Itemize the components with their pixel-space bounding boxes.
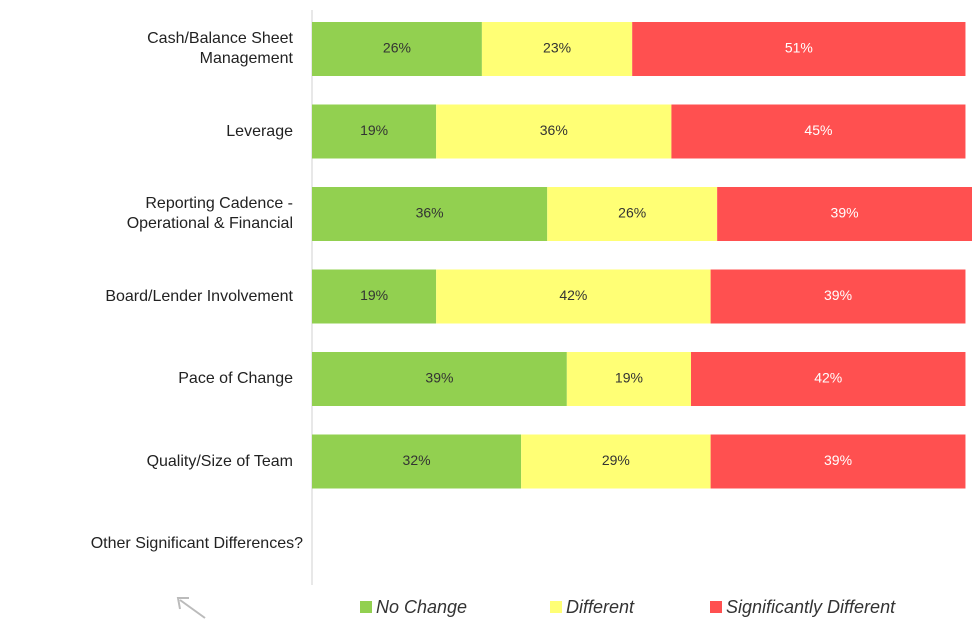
- data-label: 19%: [615, 370, 643, 386]
- data-label: 19%: [360, 287, 388, 303]
- bar-segment: [710, 269, 966, 324]
- bar-segment: [671, 104, 966, 159]
- bar-segment: [312, 352, 567, 406]
- data-label: 39%: [831, 205, 859, 221]
- bar-segment: [710, 434, 966, 489]
- bar-segment: [312, 104, 437, 159]
- bar-segment: [312, 269, 437, 324]
- bar-segment: [436, 269, 711, 324]
- data-label: 19%: [360, 122, 388, 138]
- bar-segment: [521, 434, 711, 489]
- category-label: Board/Lender Involvement: [105, 287, 293, 305]
- category-label: Reporting Cadence - Operational & Financ…: [126, 195, 293, 232]
- legend-label: Significantly Different: [726, 597, 896, 617]
- data-label: 51%: [785, 40, 813, 56]
- bar-segment: [547, 187, 718, 241]
- bar-segment: [312, 22, 482, 76]
- data-label: 39%: [824, 452, 852, 468]
- bar-segment: [717, 187, 972, 241]
- data-label: 26%: [618, 205, 646, 221]
- category-label: Quality/Size of Team: [146, 452, 293, 470]
- legend-swatch: [550, 601, 562, 613]
- data-label: 23%: [543, 40, 571, 56]
- bar-segment: [566, 352, 692, 406]
- bar-segment: [632, 22, 966, 76]
- data-label: 42%: [814, 370, 842, 386]
- bar-segment: [481, 22, 633, 76]
- data-label: 29%: [602, 452, 630, 468]
- data-label: 36%: [416, 205, 444, 221]
- data-label: 42%: [559, 287, 587, 303]
- legend-swatch: [360, 601, 372, 613]
- legend-label: Different: [566, 597, 635, 617]
- bar-segment: [436, 104, 672, 159]
- data-label: 26%: [383, 40, 411, 56]
- legend-label: No Change: [376, 597, 467, 617]
- arrow-icon: [176, 597, 206, 619]
- category-label: Leverage: [226, 122, 293, 140]
- bar-segment: [312, 187, 548, 241]
- data-label: 45%: [804, 122, 832, 138]
- bar-segment: [312, 434, 522, 489]
- data-label: 32%: [403, 452, 431, 468]
- category-label: Pace of Change: [178, 370, 293, 387]
- bar-segment: [691, 352, 966, 406]
- category-label: Other Significant Differences?: [90, 535, 303, 552]
- category-label: Cash/Balance Sheet Management: [147, 30, 293, 67]
- data-label: 39%: [824, 287, 852, 303]
- data-label: 36%: [540, 122, 568, 138]
- legend-swatch: [710, 601, 722, 613]
- data-label: 39%: [425, 370, 453, 386]
